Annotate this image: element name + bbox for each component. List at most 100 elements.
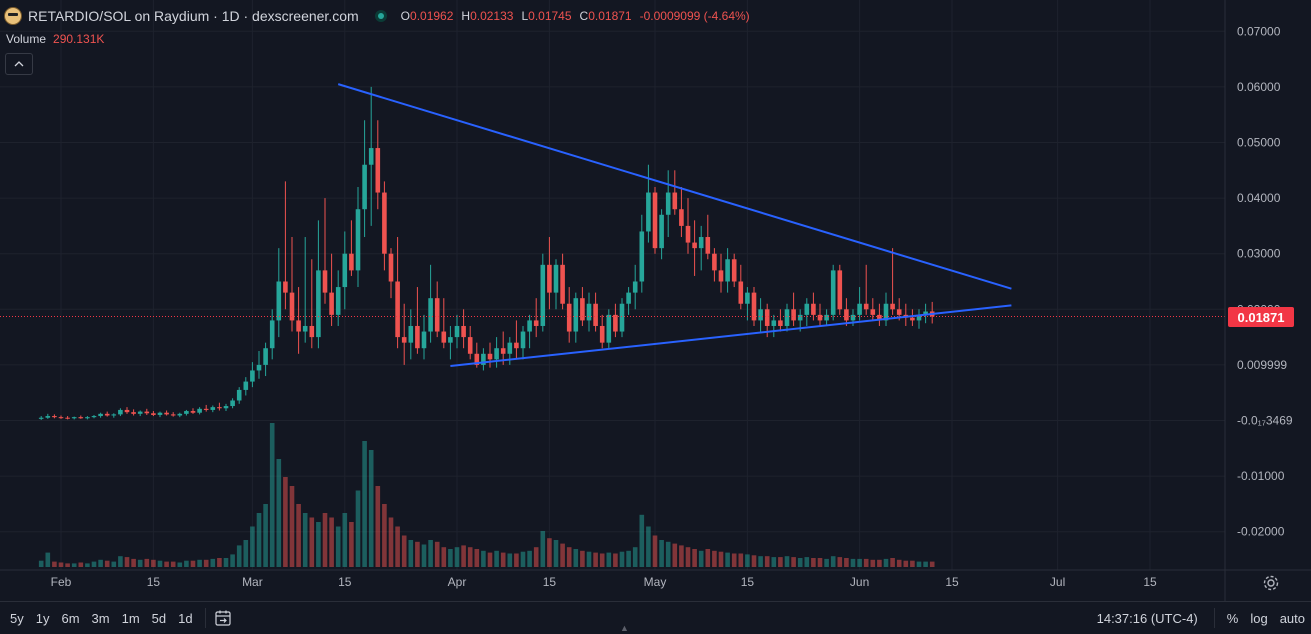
candle: [408, 309, 414, 360]
log-scale-button[interactable]: log: [1250, 610, 1268, 626]
volume-bar: [408, 540, 414, 567]
volume-bar: [566, 547, 572, 567]
range-button-6m[interactable]: 6m: [61, 610, 80, 626]
candle-body: [863, 303, 869, 310]
candle: [289, 237, 295, 332]
candle-body: [197, 408, 202, 413]
candle-body: [646, 192, 651, 232]
volume-bar: [428, 540, 433, 567]
candle: [454, 314, 460, 349]
collapse-legend-button[interactable]: [5, 53, 33, 75]
price-chart[interactable]: 0.070000.060000.050000.040000.030000.020…: [0, 0, 1311, 601]
candle-body: [712, 253, 717, 271]
candle-body: [190, 411, 196, 413]
candle: [580, 287, 585, 326]
volume-bar: [606, 552, 612, 567]
candle-body: [665, 192, 671, 215]
range-button-1d[interactable]: 1d: [178, 610, 193, 626]
candle-body: [870, 309, 876, 315]
candle: [811, 292, 816, 321]
volume-bar: [659, 540, 664, 567]
gear-icon[interactable]: [1262, 574, 1280, 592]
range-button-1y[interactable]: 1y: [35, 610, 50, 626]
candle: [573, 292, 579, 343]
candle: [223, 403, 229, 412]
volume-bar: [553, 540, 559, 567]
candle-body: [71, 417, 77, 419]
volume-bar: [368, 450, 374, 567]
candle-body: [804, 303, 810, 315]
volume-bar: [870, 559, 876, 567]
range-button-5d[interactable]: 5d: [151, 610, 167, 626]
candle-body: [692, 242, 697, 249]
candle-body: [217, 407, 222, 409]
ohlc-readout: O0.01962 H0.02133 L0.01745 C0.01871 -0.00090…: [401, 9, 750, 23]
auto-scale-button[interactable]: auto: [1279, 610, 1305, 626]
candle: [349, 220, 354, 276]
range-button-3m[interactable]: 3m: [91, 610, 110, 626]
candle-body: [335, 287, 341, 315]
volume-bar: [771, 557, 777, 567]
volume-bar: [751, 555, 757, 567]
volume-bar: [817, 558, 823, 567]
volume-histogram: [38, 423, 935, 567]
candle-body: [250, 370, 255, 382]
price-axis-label: -0.0₁₇3469: [1237, 414, 1293, 428]
volume-bar: [857, 558, 862, 567]
price-axis-label: 0.04000: [1237, 191, 1281, 205]
volume-bar: [685, 547, 691, 567]
time-axis-label: 15: [1143, 575, 1157, 589]
chart-header: RETARDIO/SOL on Raydium · 1D · dexscreen…: [4, 6, 750, 26]
volume-bar: [38, 560, 44, 567]
candle: [791, 292, 796, 326]
volume-bar: [322, 513, 328, 567]
candle-body: [388, 253, 394, 282]
candle-body: [527, 320, 532, 332]
go-to-date-icon[interactable]: [212, 608, 234, 628]
live-status-icon: [374, 10, 387, 22]
candle-body: [507, 342, 513, 354]
volume-bar: [507, 553, 513, 567]
candle: [613, 303, 618, 338]
percent-scale-button[interactable]: %: [1226, 610, 1239, 626]
candle: [877, 303, 882, 326]
range-button-1m[interactable]: 1m: [121, 610, 140, 626]
expand-panel-icon[interactable]: ▲: [620, 623, 629, 633]
volume-bar: [170, 561, 176, 567]
volume-bar: [692, 549, 697, 567]
candle: [665, 170, 671, 238]
price-axis: 0.070000.060000.050000.040000.030000.020…: [1237, 24, 1293, 538]
candle-body: [461, 325, 466, 338]
candle-body: [573, 298, 579, 332]
range-button-5y[interactable]: 5y: [10, 610, 24, 626]
volume-bar: [223, 558, 229, 567]
volume-bar: [679, 545, 684, 567]
candle-body: [263, 348, 268, 365]
volume-bar: [923, 561, 928, 567]
volume-bar: [527, 550, 532, 567]
volume-bar: [560, 543, 565, 567]
ohlc-value: -0.0009099 (-4.64%): [639, 9, 750, 23]
candle: [870, 298, 876, 321]
volume-bar: [65, 563, 70, 567]
volume-bar: [929, 561, 935, 567]
candle: [547, 237, 552, 310]
time-axis-label: Jul: [1050, 575, 1065, 589]
candle-body: [844, 309, 849, 321]
candle-body: [203, 408, 209, 410]
candle-body: [144, 411, 150, 414]
candle-body: [375, 148, 381, 193]
candle: [481, 348, 486, 371]
candle-body: [533, 320, 539, 326]
candle: [910, 309, 915, 326]
volume-bar: [804, 557, 810, 567]
bottom-toolbar: 5y 1y 6m 3m 1m 5d 1d 14:37:16 (UTC-4) % log au…: [0, 601, 1311, 634]
price-axis-label: 0.03000: [1237, 247, 1281, 261]
time-axis-label: 15: [147, 575, 161, 589]
candle-body: [619, 303, 625, 332]
volume-legend: Volume 290.131K: [6, 32, 104, 46]
ohlc-value: 0.01871: [588, 9, 632, 23]
candle: [355, 186, 361, 288]
candle-body: [481, 353, 486, 365]
candle-body: [923, 311, 928, 315]
